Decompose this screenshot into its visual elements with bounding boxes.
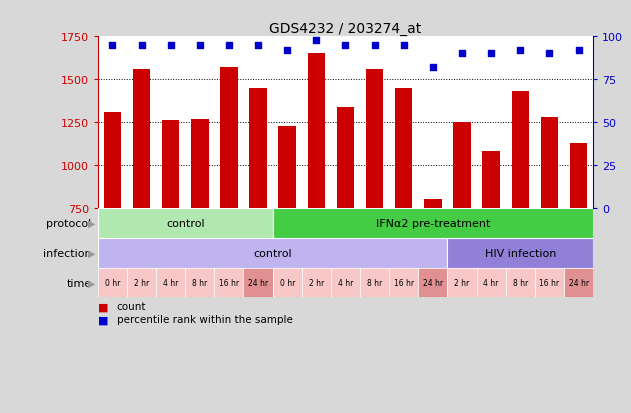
Bar	[453, 123, 471, 209]
Point	[341, 43, 351, 49]
Bar	[447, 238, 593, 268]
Text: ■: ■	[98, 301, 109, 311]
Text: 24 hr: 24 hr	[248, 278, 268, 287]
Point	[574, 47, 584, 54]
Title: GDS4232 / 203274_at: GDS4232 / 203274_at	[269, 22, 422, 36]
Bar	[278, 126, 296, 209]
Text: infection: infection	[43, 248, 91, 258]
Bar	[366, 70, 384, 209]
Text: 2 hr: 2 hr	[309, 278, 324, 287]
Bar	[244, 268, 273, 298]
Text: 0 hr: 0 hr	[280, 278, 295, 287]
Text: ▶: ▶	[88, 218, 96, 228]
Text: 4 hr: 4 hr	[163, 278, 179, 287]
Bar	[389, 268, 418, 298]
Bar	[476, 268, 505, 298]
Text: time: time	[66, 278, 91, 288]
Point	[516, 47, 526, 54]
Bar	[127, 268, 156, 298]
Text: 4 hr: 4 hr	[483, 278, 499, 287]
Point	[224, 43, 234, 49]
Text: 8 hr: 8 hr	[512, 278, 528, 287]
Bar	[447, 268, 476, 298]
Text: 4 hr: 4 hr	[338, 278, 353, 287]
Text: protocol: protocol	[46, 218, 91, 228]
Text: 24 hr: 24 hr	[569, 278, 589, 287]
Text: count: count	[117, 301, 146, 311]
Bar	[103, 113, 121, 209]
Bar	[273, 268, 302, 298]
Bar	[249, 88, 267, 209]
Point	[428, 65, 438, 71]
Bar	[331, 268, 360, 298]
Bar	[302, 268, 331, 298]
Bar	[133, 70, 150, 209]
Text: 24 hr: 24 hr	[423, 278, 443, 287]
Point	[282, 47, 292, 54]
Text: 8 hr: 8 hr	[367, 278, 382, 287]
Point	[311, 37, 321, 44]
Point	[486, 51, 496, 57]
Bar	[512, 92, 529, 209]
Text: control: control	[166, 218, 204, 228]
Bar	[424, 200, 442, 209]
Bar	[483, 152, 500, 209]
Bar	[541, 118, 558, 209]
Bar	[418, 268, 447, 298]
Point	[253, 43, 263, 49]
Bar	[337, 107, 354, 209]
Bar	[215, 268, 244, 298]
Bar	[98, 209, 273, 238]
Text: 2 hr: 2 hr	[454, 278, 469, 287]
Text: 2 hr: 2 hr	[134, 278, 149, 287]
Bar	[156, 268, 186, 298]
Text: IFNα2 pre-treatment: IFNα2 pre-treatment	[375, 218, 490, 228]
Point	[370, 43, 380, 49]
Bar	[98, 268, 127, 298]
Text: ▶: ▶	[88, 248, 96, 258]
Point	[457, 51, 467, 57]
Text: 0 hr: 0 hr	[105, 278, 120, 287]
Text: 16 hr: 16 hr	[540, 278, 560, 287]
Bar	[191, 119, 208, 209]
Point	[545, 51, 555, 57]
Bar	[220, 68, 238, 209]
Bar	[395, 88, 413, 209]
Bar	[535, 268, 564, 298]
Text: ■: ■	[98, 314, 109, 325]
Bar	[162, 121, 179, 209]
Point	[195, 43, 205, 49]
Text: percentile rank within the sample: percentile rank within the sample	[117, 314, 293, 325]
Text: ▶: ▶	[88, 278, 96, 288]
Text: control: control	[253, 248, 292, 258]
Bar	[570, 143, 587, 209]
Bar	[564, 268, 593, 298]
Text: 8 hr: 8 hr	[192, 278, 208, 287]
Point	[399, 43, 409, 49]
Point	[107, 43, 117, 49]
Bar	[273, 209, 593, 238]
Bar	[505, 268, 535, 298]
Text: 16 hr: 16 hr	[219, 278, 239, 287]
Bar	[360, 268, 389, 298]
Point	[136, 43, 146, 49]
Bar	[307, 54, 325, 209]
Text: HIV infection: HIV infection	[485, 248, 556, 258]
Bar	[186, 268, 215, 298]
Bar	[98, 238, 447, 268]
Text: 16 hr: 16 hr	[394, 278, 414, 287]
Point	[165, 43, 175, 49]
